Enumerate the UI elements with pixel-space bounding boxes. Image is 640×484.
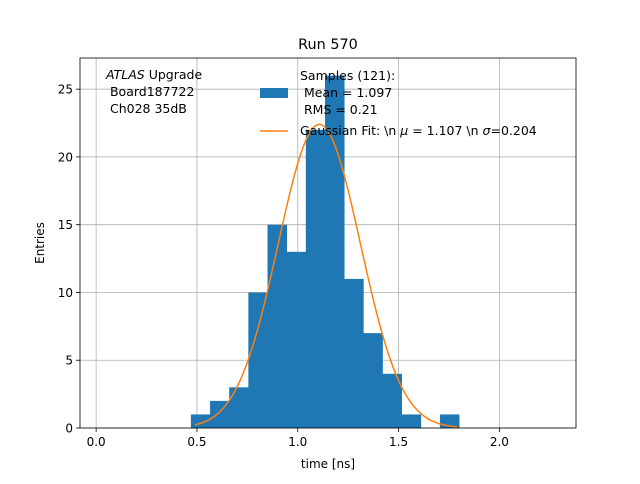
gaussian-fit-line xyxy=(194,123,458,428)
axes-frame xyxy=(79,57,577,429)
x-axis-ticks: 0.0 0.5 1.0 1.5 2.0 xyxy=(87,428,509,449)
plot-area: 0.0 0.5 1.0 1.5 2.0 0 5 10 15 20 25 xyxy=(58,57,577,449)
atlas-annotation-line2: Board187722 xyxy=(106,84,194,99)
legend-samples-line3: RMS = 0.21 xyxy=(300,102,378,117)
atlas-label: ATLAS xyxy=(105,67,145,82)
histogram-bar xyxy=(229,387,249,428)
legend-samples-line1: Samples (121): xyxy=(300,68,395,83)
histogram-bar xyxy=(344,278,364,428)
y-axis-label: Entries xyxy=(33,222,47,264)
x-tick-label: 1.0 xyxy=(288,435,307,449)
y-axis-ticks: 0 5 10 15 20 25 xyxy=(58,83,80,436)
histogram-bar xyxy=(324,75,345,428)
legend-fit-sigma: σ xyxy=(483,123,492,138)
x-axis-label: time [ns] xyxy=(301,457,355,471)
y-tick-label: 0 xyxy=(65,422,73,436)
histogram-bars xyxy=(190,75,460,429)
y-tick-label: 20 xyxy=(58,150,73,164)
histogram-bar xyxy=(305,129,326,429)
legend-samples-line2: Mean = 1.097 xyxy=(300,85,392,100)
legend-fit-suffix: =0.204 xyxy=(490,123,536,138)
histogram-bar xyxy=(401,414,422,428)
histogram-bar xyxy=(363,333,383,428)
legend: Samples (121): Mean = 1.097 RMS = 0.21 G… xyxy=(260,68,537,138)
histogram-bar xyxy=(286,251,307,428)
legend-fit-middle: = 1.107 \n xyxy=(408,123,482,138)
histogram-bar xyxy=(267,224,288,428)
histogram-bar xyxy=(248,292,268,428)
upgrade-label: Upgrade xyxy=(145,67,203,82)
x-tick-label: 1.5 xyxy=(389,435,408,449)
x-tick-label: 0.5 xyxy=(187,435,206,449)
legend-fit-prefix: Gaussian Fit: \n xyxy=(300,123,400,138)
histogram-bar xyxy=(382,373,402,428)
legend-fit-label: Gaussian Fit: \n μ = 1.107 \n σ=0.204 xyxy=(300,123,537,138)
chart-title: Run 570 xyxy=(298,37,358,53)
x-tick-label: 2.0 xyxy=(490,435,509,449)
y-tick-label: 25 xyxy=(58,83,73,97)
legend-fit-mu: μ xyxy=(399,123,408,138)
legend-samples-swatch xyxy=(260,88,288,98)
y-tick-label: 5 xyxy=(65,354,73,368)
histogram-bar xyxy=(210,400,230,428)
atlas-annotation-line3: Ch028 35dB xyxy=(106,101,187,116)
x-tick-label: 0.0 xyxy=(87,435,106,449)
y-tick-label: 15 xyxy=(58,218,73,232)
atlas-annotation: ATLAS Upgrade Board187722 Ch028 35dB xyxy=(105,67,202,116)
y-tick-label: 10 xyxy=(58,286,73,300)
atlas-annotation-line1: ATLAS Upgrade xyxy=(105,67,202,82)
